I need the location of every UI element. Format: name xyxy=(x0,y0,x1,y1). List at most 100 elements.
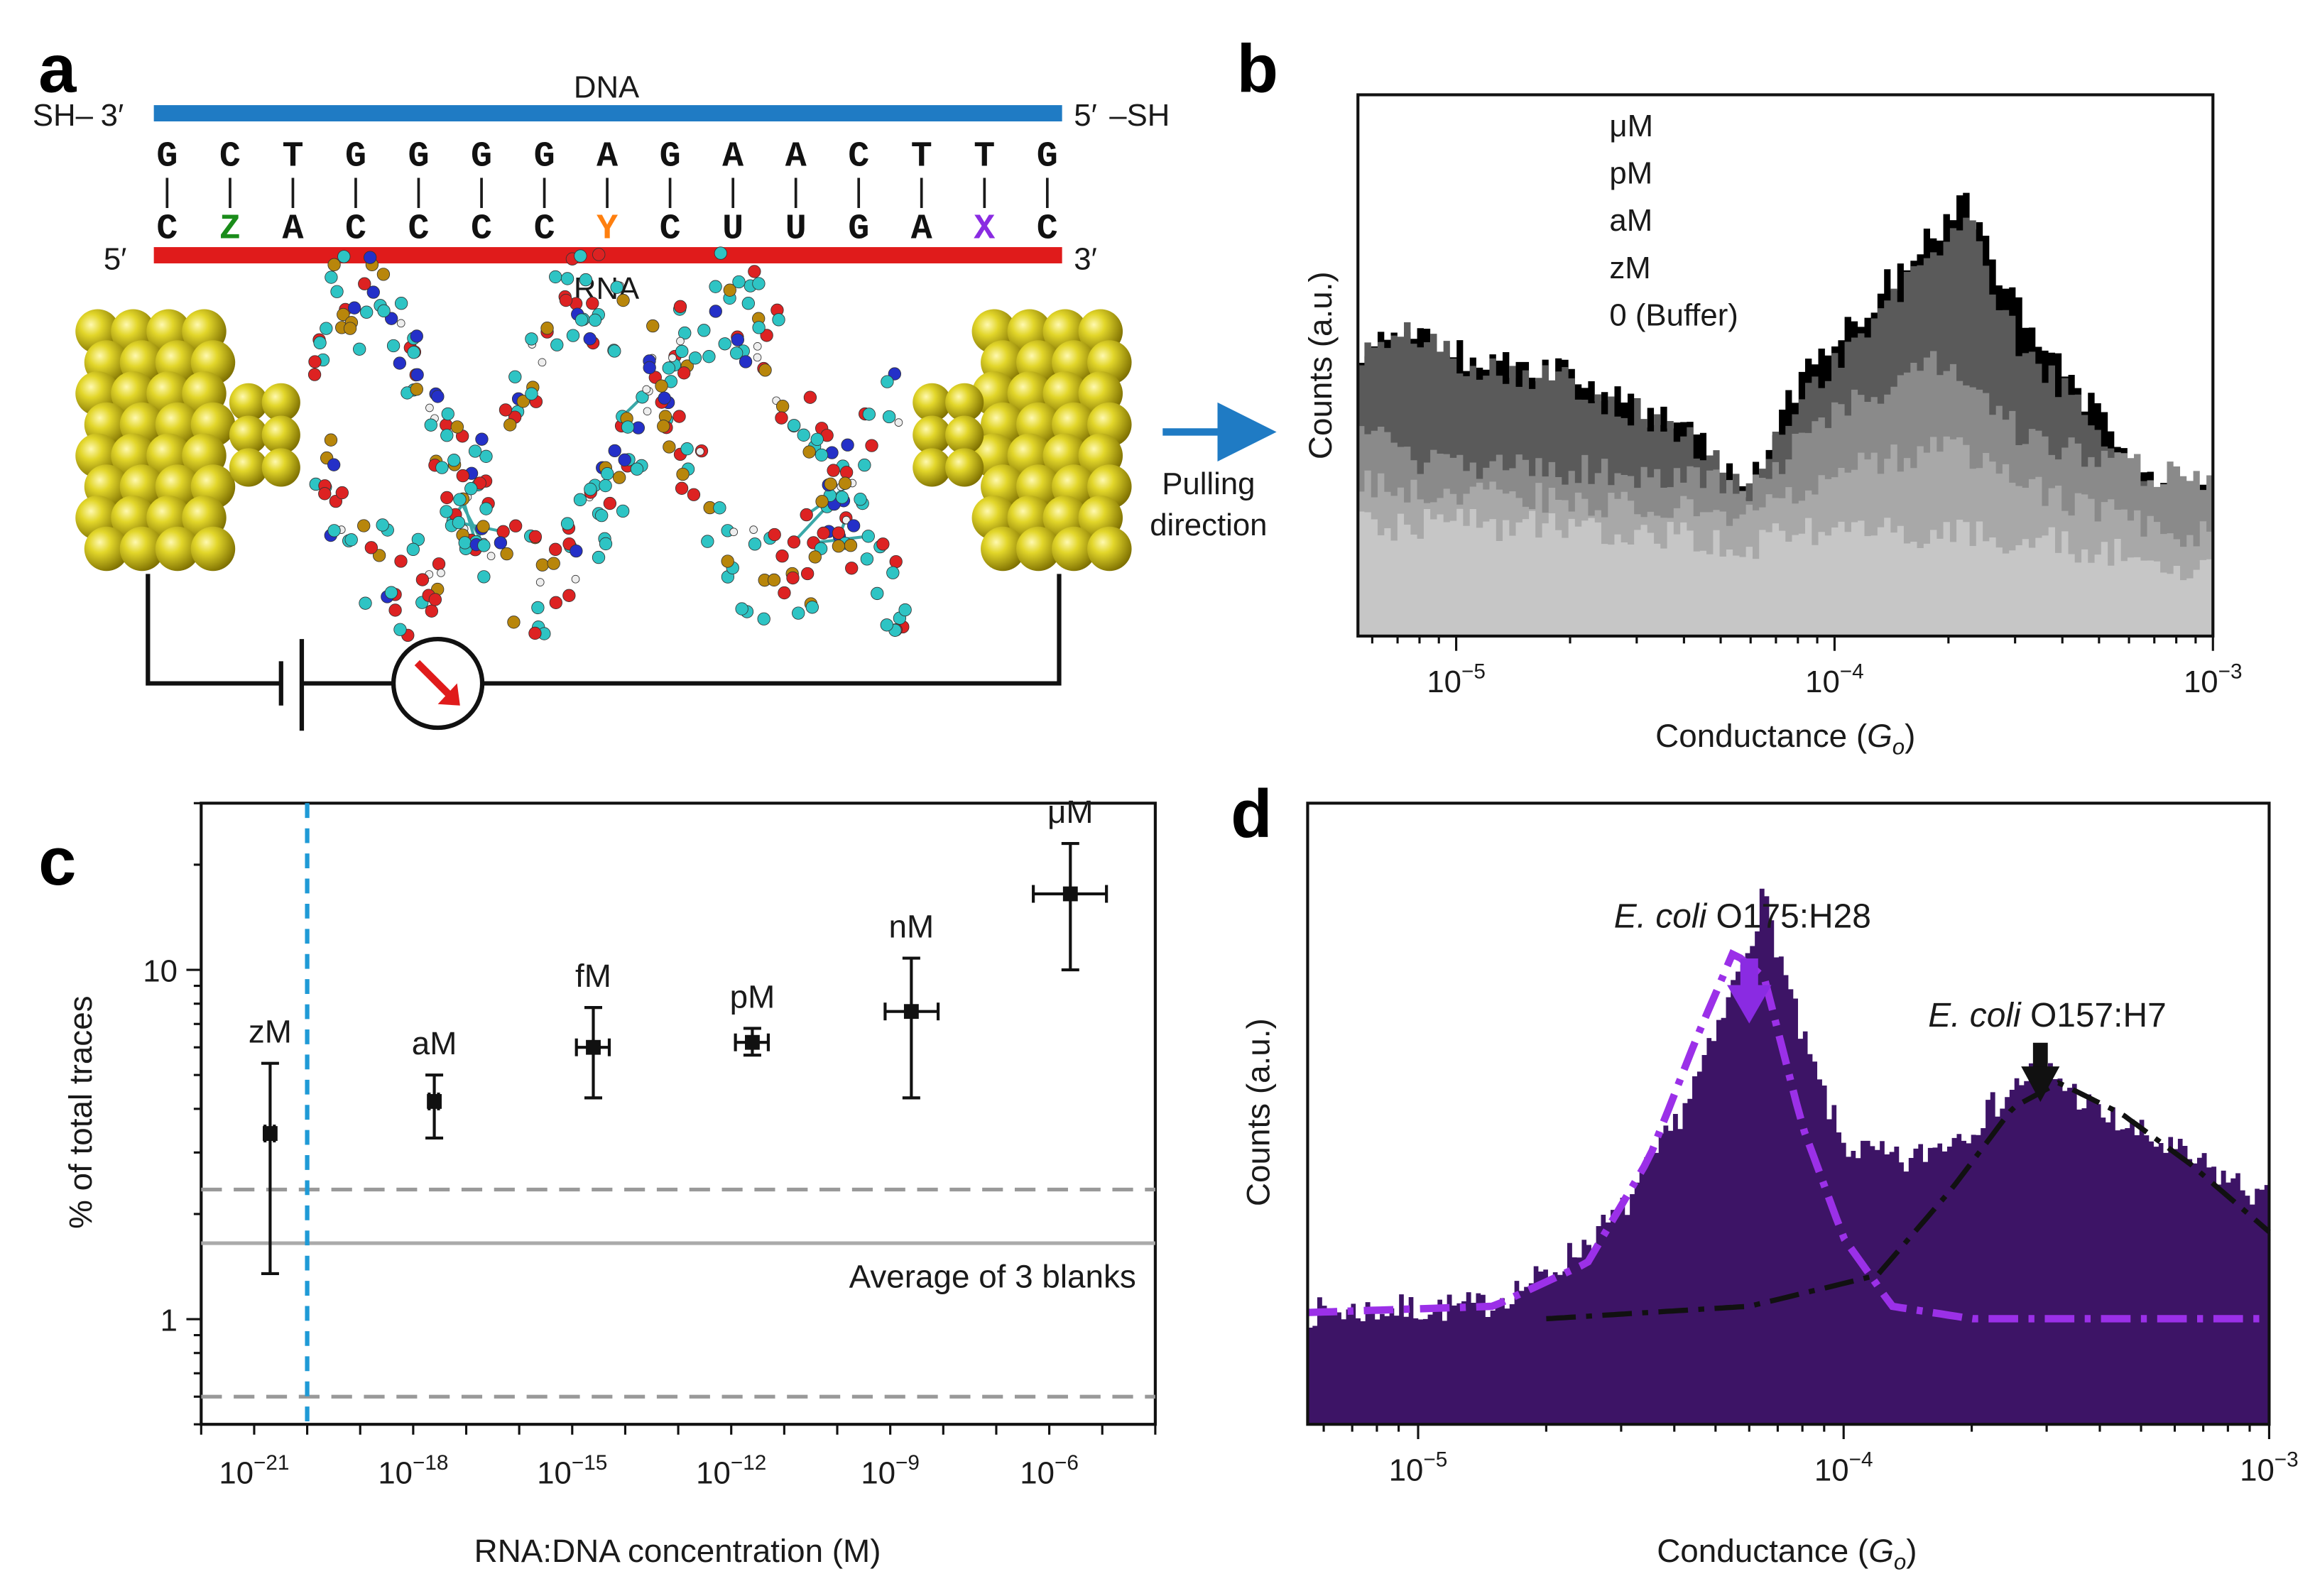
molecule-atom xyxy=(721,554,734,568)
x-axis-b-tick-label-0: 10−5 xyxy=(1427,660,1486,699)
molecule-atom xyxy=(570,544,583,558)
molecule-atom xyxy=(347,301,361,315)
dna-base: A xyxy=(597,136,618,177)
molecule-atom xyxy=(767,573,781,587)
molecule-atom xyxy=(757,612,770,625)
rna-base: G xyxy=(848,209,869,250)
base-pair-bond: | xyxy=(917,172,926,208)
molecule-atom xyxy=(876,537,890,551)
plot-frame-d xyxy=(1306,802,2271,1426)
y-axis-label-d: Counts (a.u.) xyxy=(1240,1018,1276,1206)
molecule-atom xyxy=(599,479,612,493)
histogram-d xyxy=(1307,888,2270,1425)
data-point-3: pM xyxy=(730,978,775,1057)
molecule-atom xyxy=(861,530,875,543)
molecule-atom xyxy=(337,250,351,263)
molecule-atom xyxy=(643,361,656,374)
molecule-atom xyxy=(479,502,493,515)
molecule-atom xyxy=(360,305,374,319)
molecule-atom xyxy=(396,319,405,328)
molecule-atom xyxy=(388,603,402,617)
plot-frame-b xyxy=(1356,93,2215,638)
molecule-atom xyxy=(687,488,701,501)
molecule-atom xyxy=(676,337,685,346)
point-marker xyxy=(745,1034,760,1050)
molecule-atom xyxy=(359,596,372,610)
gold-atom xyxy=(981,526,1025,572)
data-point-0: zM xyxy=(249,1014,292,1276)
molecule-atom xyxy=(327,258,341,272)
molecule-atom xyxy=(496,525,510,539)
molecule-atom xyxy=(815,448,829,462)
y-axis-label-b: Counts (a.u.) xyxy=(1302,271,1339,459)
molecule-atom xyxy=(584,482,597,496)
molecule-atom xyxy=(702,350,716,364)
molecule-atom xyxy=(441,407,454,421)
molecule-atom xyxy=(618,453,631,466)
legend-b: μM pM aM zM 0 (Buffer) xyxy=(1609,109,1738,333)
molecule-atom xyxy=(663,440,676,454)
molecule-atom xyxy=(709,280,722,293)
molecule-atom xyxy=(476,520,490,533)
fit-curve-0 xyxy=(1307,949,2270,1323)
legend-entry-0: μM xyxy=(1609,109,1653,143)
molecule-atom xyxy=(832,526,846,540)
gold-atom xyxy=(913,383,952,422)
data-point-1: aM xyxy=(412,1025,457,1140)
molecule-atom xyxy=(760,329,773,342)
arrow-o175-head xyxy=(1727,985,1772,1024)
base-pair-sequence: G|CC|ZT|AG|CG|CG|CG|CA|YG|CA|UA|UC|GT|AT… xyxy=(156,136,1057,249)
gold-atom xyxy=(155,526,200,572)
gold-atom xyxy=(913,448,952,487)
fit-curve-1 xyxy=(1546,1080,2271,1322)
molecule-atom xyxy=(643,407,652,416)
base-pair-bond: | xyxy=(163,172,171,208)
molecule-atom xyxy=(862,408,876,421)
histogram-series xyxy=(1358,192,2213,636)
molecule-atom xyxy=(415,573,430,586)
molecule-atom xyxy=(788,419,801,432)
molecule-atom xyxy=(540,322,554,335)
arrow-o157-shaft xyxy=(2032,1042,2048,1070)
rna-base: Z xyxy=(219,209,241,250)
molecule-atom xyxy=(882,410,896,424)
molecule-atom xyxy=(549,270,562,284)
molecule-atom xyxy=(592,248,606,261)
molecule-atom xyxy=(701,535,714,548)
annotation-o175: E. coli O175:H28 xyxy=(1614,897,1871,935)
point-marker xyxy=(262,1126,278,1141)
rna-base: C xyxy=(534,209,555,250)
molecule-atom xyxy=(394,297,408,310)
molecule-atom xyxy=(709,305,722,318)
molecule-atom xyxy=(810,432,824,447)
dna-base: A xyxy=(722,136,743,177)
gold-electrodes xyxy=(75,309,1132,572)
histogram-series-4 xyxy=(1358,508,2213,636)
molecule-atom xyxy=(583,332,597,346)
gold-atom xyxy=(945,383,984,422)
molecule-atom xyxy=(630,462,644,476)
molecule-atom xyxy=(824,477,837,491)
molecule-atom xyxy=(601,467,614,481)
dna-base: G xyxy=(156,136,178,177)
panel-label-a: a xyxy=(38,31,77,106)
molecule-atom xyxy=(366,285,380,299)
x-axis-c-tick-label-1: 10−18 xyxy=(378,1451,448,1491)
molecule-atom xyxy=(447,454,461,467)
rna-right-3prime: 3′ xyxy=(1074,241,1097,276)
molecule-atom xyxy=(680,442,694,456)
data-point-2: fM xyxy=(574,958,611,1100)
molecule-atom xyxy=(499,403,513,417)
molecule-atom xyxy=(372,549,386,562)
point-label-zM: zM xyxy=(249,1014,292,1050)
molecule-atom xyxy=(832,540,846,553)
base-pair-bond: | xyxy=(226,172,234,208)
molecule-atom xyxy=(608,344,621,358)
molecule-atom xyxy=(752,321,766,334)
molecule-atom xyxy=(343,322,357,335)
circuit xyxy=(146,574,1062,731)
dna-base: A xyxy=(785,136,807,177)
x-axis-ticks-b: 10−5 10−4 10−3 xyxy=(1371,635,2243,699)
molecule-atom xyxy=(307,368,322,381)
